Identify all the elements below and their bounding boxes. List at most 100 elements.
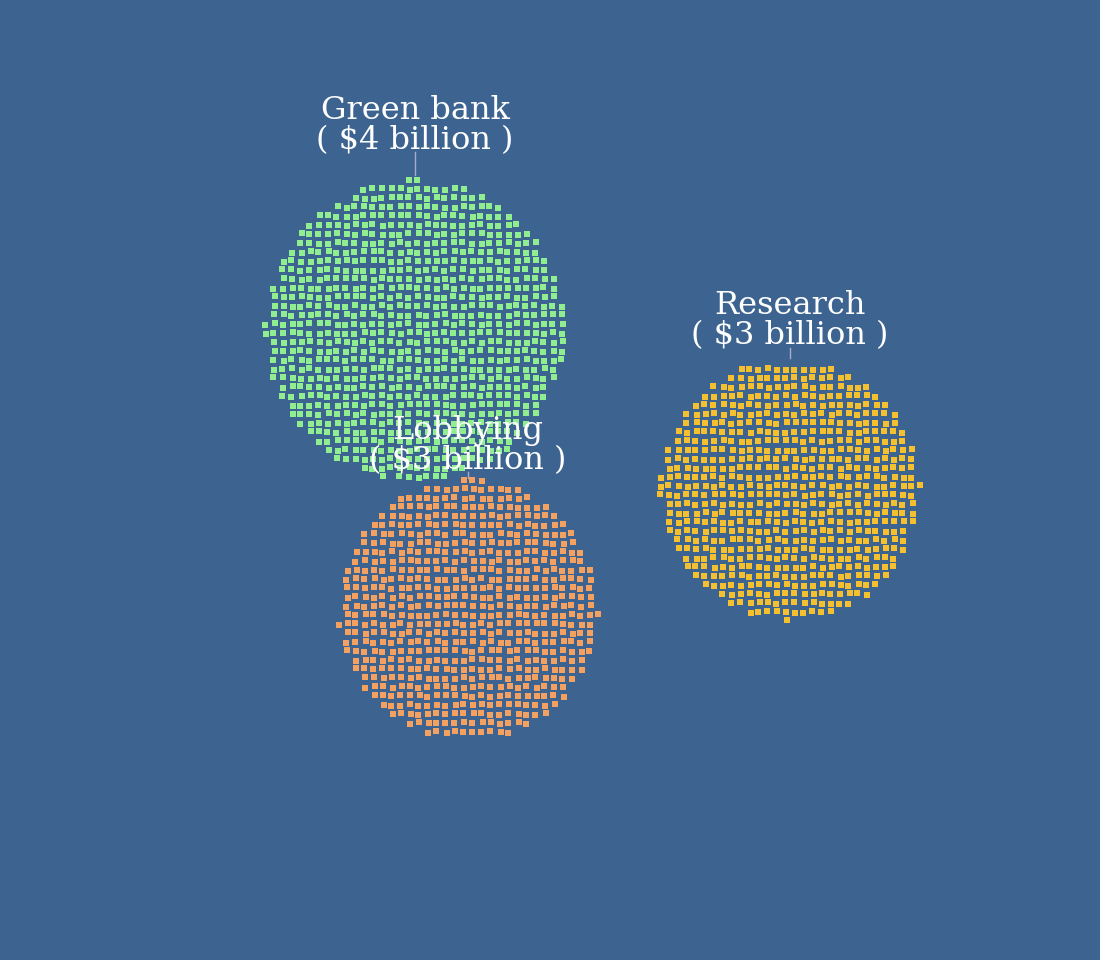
Point [439,588,456,604]
Point [679,540,696,556]
Point [299,316,317,331]
Point [436,545,453,561]
Point [582,563,600,578]
Point [796,452,814,468]
Point [823,551,840,566]
Point [365,525,383,540]
Point [355,571,373,587]
Point [805,549,823,564]
Point [436,461,453,476]
Point [499,726,517,741]
Point [463,333,481,348]
Point [498,372,516,387]
Point [724,506,741,521]
Point [840,387,858,402]
Point [785,586,803,601]
Point [446,490,463,505]
Point [437,397,454,413]
Point [310,380,328,396]
Point [528,688,546,704]
Point [299,298,317,313]
Point [839,579,857,594]
Point [292,280,309,296]
Point [795,569,813,585]
Point [373,462,390,477]
Point [418,390,436,405]
Point [491,552,508,567]
Point [759,594,777,610]
Point [363,379,381,395]
Point [365,562,383,577]
Point [517,697,535,712]
Point [492,300,509,315]
Point [474,599,492,614]
Point [446,588,463,604]
Point [785,369,803,384]
Point [374,468,392,484]
Point [740,558,758,573]
Point [348,562,365,577]
Point [393,492,410,507]
Point [563,588,581,604]
Point [345,316,363,331]
Point [902,470,920,486]
Point [830,558,848,573]
Point [482,352,499,368]
Point [869,568,887,584]
Point [857,379,874,395]
Point [463,644,481,660]
Point [354,351,372,367]
Point [722,578,739,593]
Point [527,517,544,533]
Point [858,495,876,511]
Point [661,522,679,538]
Point [546,579,563,594]
Point [571,626,588,641]
Point [562,617,580,633]
Point [749,515,767,530]
Point [768,407,785,422]
Point [392,371,409,386]
Point [437,351,454,367]
Point [526,697,543,712]
Point [418,554,436,569]
Point [292,378,309,394]
Point [722,552,739,567]
Point [713,415,730,430]
Point [832,432,849,447]
Point [849,487,867,502]
Point [507,405,525,420]
Point [508,390,526,405]
Point [454,696,472,711]
Point [492,724,509,739]
Point [508,261,526,276]
Point [284,246,301,261]
Point [508,290,526,305]
Point [778,387,795,402]
Point [696,435,714,450]
Point [354,378,372,394]
Point [410,470,428,486]
Point [490,270,507,285]
Point [372,190,389,205]
Point [447,697,464,712]
Point [356,553,374,568]
Point [884,452,902,468]
Point [803,369,821,384]
Point [544,670,562,685]
Point [383,344,400,359]
Point [309,306,327,322]
Point [750,379,768,395]
Point [472,483,490,498]
Point [544,644,562,660]
Point [364,635,382,650]
Point [732,594,749,610]
Point [356,617,374,633]
Point [418,396,436,412]
Point [418,208,436,224]
Point [345,380,363,396]
Point [356,191,374,206]
Point [869,441,887,456]
Point [526,708,543,723]
Point [436,299,453,314]
